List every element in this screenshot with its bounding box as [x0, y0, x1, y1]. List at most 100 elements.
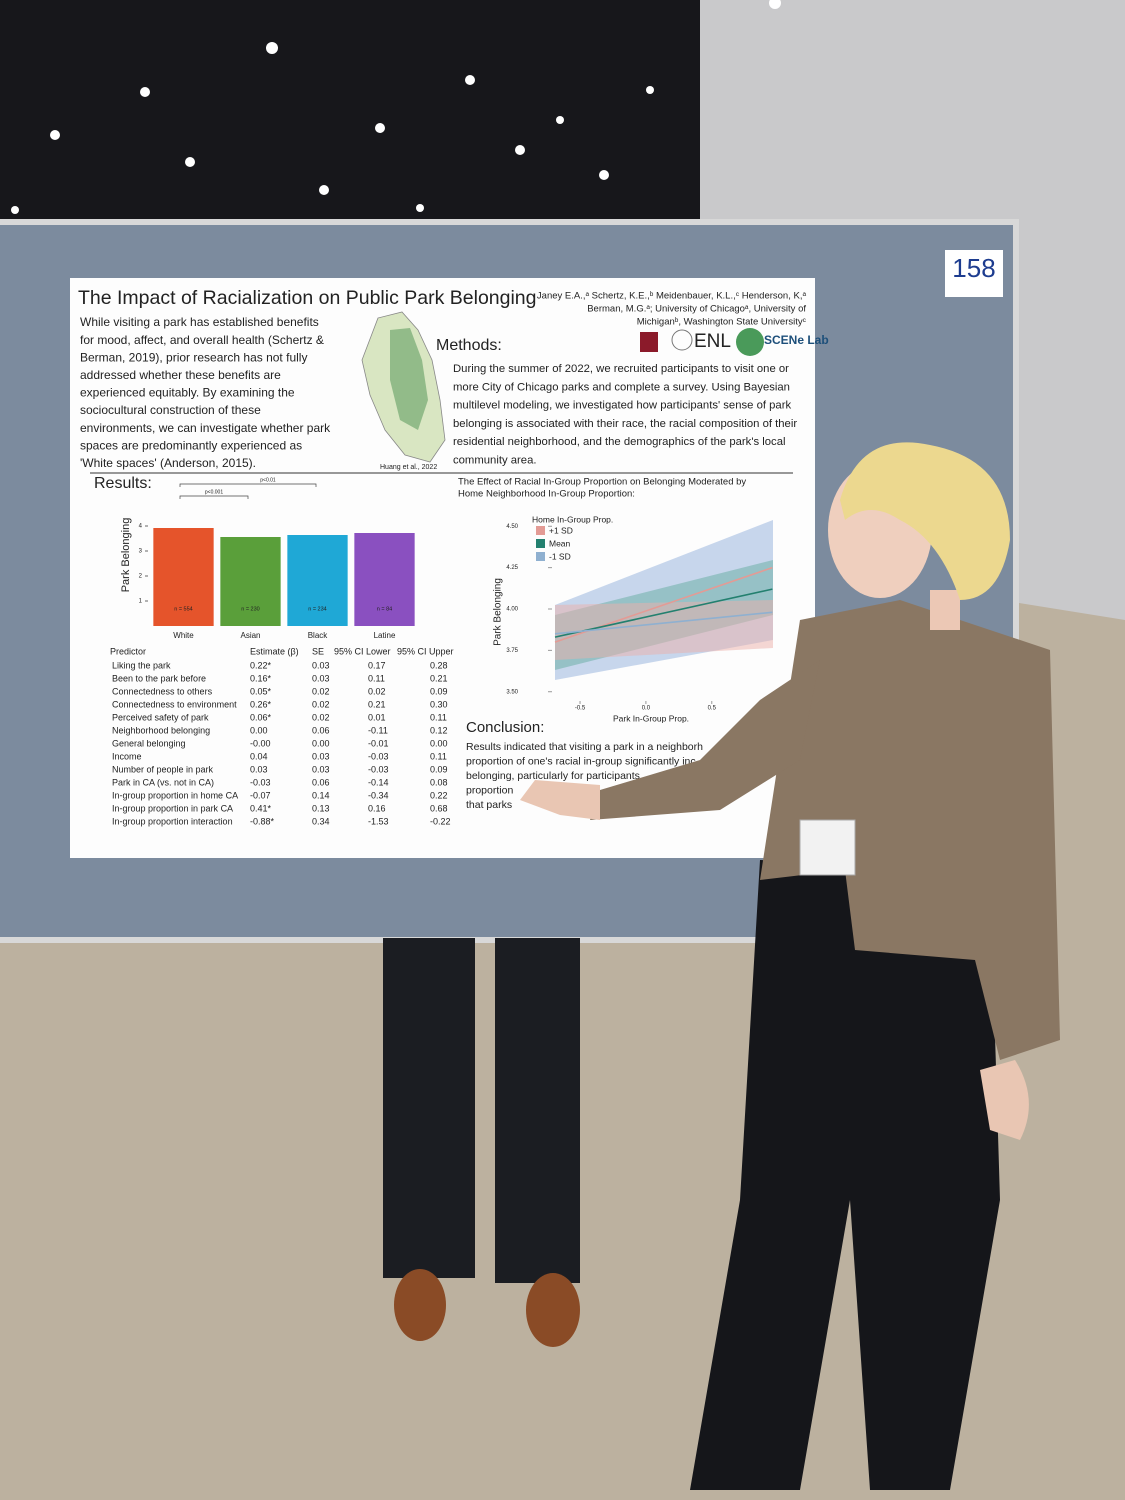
- methods-line: residential neighborhood, and the demogr…: [453, 436, 786, 448]
- legs: [495, 938, 580, 1283]
- intro-line: environments, we can investigate whether…: [80, 421, 331, 435]
- table-cell: 0.09: [430, 686, 448, 696]
- y-tick-label: 4.00: [506, 607, 518, 613]
- line: [554, 611, 773, 635]
- table-cell: 0.26*: [250, 699, 272, 709]
- x-tick-label: 0.0: [642, 706, 651, 712]
- y-tick-label: 2: [139, 574, 143, 580]
- table-cell: 0.22*: [250, 660, 272, 670]
- table-cell: Liking the park: [112, 660, 171, 670]
- intro-line: Berman, 2019), prior research has not fu…: [80, 350, 307, 364]
- significance-label: p<0.001: [205, 489, 223, 495]
- table-cell: 0.13: [312, 803, 330, 813]
- table-cell: 0.02: [368, 686, 386, 696]
- y-tick-label: 4.25: [506, 565, 518, 571]
- table-cell: 0.03: [312, 673, 330, 683]
- shoe: [394, 1269, 446, 1341]
- logo-tree: [671, 329, 693, 351]
- table-cell: 0.00: [312, 738, 330, 748]
- table-cell: -0.07: [250, 790, 271, 800]
- poster-title: The Impact of Racialization on Public Pa…: [78, 287, 537, 309]
- logo-globe: [736, 328, 764, 356]
- y-tick-label: 4.50: [506, 524, 518, 530]
- conclusion-heading: Conclusion:: [466, 719, 544, 736]
- intro-line: spaces are predominantly experienced as: [80, 438, 302, 452]
- legend-swatch: [536, 526, 545, 535]
- map-credit: Huang et al., 2022: [380, 464, 437, 471]
- legend-swatch: [536, 539, 545, 548]
- table-cell: 0.11: [368, 673, 385, 683]
- table-cell: 0.11: [430, 712, 447, 722]
- table-cell: 0.11: [430, 751, 447, 761]
- bar: [153, 528, 214, 626]
- table-cell: -0.34: [368, 790, 389, 800]
- conclusion-line: belonging, particularly for participants: [466, 770, 640, 782]
- table-cell: -0.88*: [250, 816, 275, 826]
- table-cell: 0.06: [312, 777, 330, 787]
- table-cell: 0.17: [368, 660, 386, 670]
- jacket: [760, 600, 1060, 1060]
- table-header: Predictor: [110, 646, 146, 656]
- intro-line: experienced equitably. By examining the: [80, 386, 295, 400]
- y-axis-label: Park Belonging: [493, 578, 504, 646]
- table-cell: 0.04: [250, 751, 268, 761]
- conclusion-line: that parks: [466, 799, 512, 811]
- table-cell: 0.05*: [250, 686, 272, 696]
- x-tick-label: 0.5: [708, 706, 717, 712]
- conclusion-line: Results indicated that visiting a park i…: [466, 741, 703, 753]
- y-tick-label: 3: [139, 549, 143, 555]
- author-line: Janey E.A.,ᵃ Schertz, K.E.,ᵇ Meidenbauer…: [537, 291, 807, 302]
- table-cell: Neighborhood belonging: [112, 725, 210, 735]
- methods-line: belonging is associated with their race,…: [453, 418, 797, 430]
- author-line: Berman, M.G.ᵃ; University of Chicagoᵃ, U…: [587, 304, 806, 315]
- author-line: Michiganᵇ, Washington State Universityᶜ: [637, 317, 807, 328]
- table-cell: -1.53: [368, 816, 389, 826]
- shoe: [526, 1273, 580, 1347]
- x-tick-label: Asian: [240, 631, 260, 640]
- legend-label: Mean: [549, 538, 571, 548]
- table-cell: In-group proportion in park CA: [112, 803, 233, 813]
- intro-line: sociocultural construction of these: [80, 403, 261, 417]
- table-cell: 0.03: [312, 764, 330, 774]
- people: [383, 442, 1060, 1490]
- hair: [840, 442, 1010, 600]
- trousers: [690, 860, 1000, 1490]
- table-cell: 0.02: [312, 686, 330, 696]
- n-label: n = 554: [174, 606, 193, 612]
- y-tick-label: 3.50: [506, 689, 518, 695]
- table-cell: Connectedness to environment: [112, 699, 237, 709]
- table-cell: Been to the park before: [112, 673, 206, 683]
- table-cell: 0.03: [312, 751, 330, 761]
- x-tick-label: -0.5: [575, 706, 586, 712]
- table-cell: 0.68: [430, 803, 448, 813]
- methods-line: multilevel modeling, we investigated how…: [453, 400, 791, 412]
- intro-line: While visiting a park has established be…: [80, 315, 319, 329]
- intro-line: addressed whether these benefits are: [80, 368, 281, 382]
- table-cell: 0.06: [312, 725, 330, 735]
- intro-line: for mood, affect, and overall health (Sc…: [80, 333, 324, 347]
- band: [555, 600, 773, 660]
- x-tick-label: Latine: [374, 631, 396, 640]
- bar: [220, 537, 281, 626]
- chart-title: The Effect of Racial In-Group Proportion…: [458, 477, 746, 488]
- significance-bracket: [179, 483, 317, 487]
- bar: [354, 533, 415, 626]
- n-label: n = 84: [377, 606, 392, 612]
- conclusion-line: proportion: [466, 785, 513, 797]
- significance-label: p<0.01: [260, 477, 276, 483]
- table-cell: -0.03: [250, 777, 271, 787]
- table-cell: 0.12: [430, 725, 448, 735]
- table-cell: -0.03: [368, 751, 389, 761]
- table-cell: 0.28: [430, 660, 448, 670]
- bar: [287, 535, 348, 626]
- y-axis-label: Park Belonging: [120, 518, 132, 593]
- table-header: SE: [312, 646, 324, 656]
- x-tick-label: Black: [308, 631, 329, 640]
- results-heading: Results:: [94, 475, 152, 492]
- table-cell: -0.03: [368, 764, 389, 774]
- table-header: 95% CI Lower: [334, 646, 391, 656]
- table-header: 95% CI Upper: [397, 646, 454, 656]
- table-cell: 0.21: [368, 699, 386, 709]
